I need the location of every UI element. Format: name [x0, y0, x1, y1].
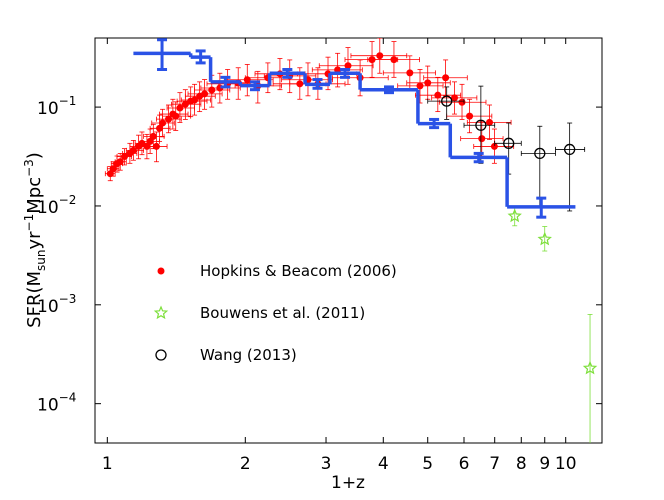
data-layer: [104, 38, 598, 443]
y-axis-label-part: ): [24, 152, 45, 159]
x-axis-label: 1+z: [331, 473, 365, 493]
y-axis-label-part: sun: [34, 250, 48, 271]
y-tick-exponent: −1: [59, 94, 77, 108]
y-tick-base: 10: [37, 396, 59, 416]
y-axis-label-part: −1: [22, 214, 36, 232]
x-tick-label: 8: [516, 454, 527, 474]
legend-marker: [157, 267, 165, 275]
x-tick-label: 6: [459, 454, 470, 474]
x-tick-label: 7: [489, 454, 500, 474]
y-axis-label-part: SFR(M: [24, 271, 45, 328]
data-point: [406, 69, 414, 77]
data-point: [450, 94, 458, 102]
data-point: [441, 95, 453, 107]
data-point: [434, 91, 442, 99]
data-point: [563, 143, 576, 156]
y-tick-exponent: −4: [59, 391, 77, 405]
data-point: [344, 62, 352, 70]
data-point: [416, 82, 424, 90]
x-tick-label: 3: [321, 454, 332, 474]
x-tick-label: 2: [240, 454, 251, 474]
legend-marker: [155, 349, 167, 361]
data-point: [458, 98, 466, 106]
y-tick-label: 10−1: [37, 94, 76, 119]
y-tick-exponent: −3: [59, 292, 77, 306]
data-point: [582, 360, 598, 375]
plot-frame: [94, 37, 603, 444]
data-point: [243, 76, 251, 84]
y-tick-exponent: −2: [59, 193, 77, 207]
legend-label: Wang (2013): [200, 346, 297, 364]
y-tick-label: 10−3: [37, 292, 76, 317]
data-point: [466, 112, 474, 120]
data-point: [475, 119, 487, 131]
data-point: [159, 119, 167, 127]
data-point: [146, 137, 154, 145]
x-tick-label: 10: [555, 454, 577, 474]
y-axis-label-part: Mpc: [24, 177, 45, 214]
x-tick-label: 1: [102, 454, 113, 474]
y-tick-base: 10: [37, 297, 59, 317]
data-point: [165, 115, 173, 123]
data-point: [191, 96, 199, 104]
data-point: [478, 135, 486, 143]
data-point: [507, 208, 522, 223]
y-tick-label: 10−2: [37, 193, 76, 218]
data-point: [201, 90, 209, 98]
data-point: [172, 112, 180, 120]
data-point: [149, 132, 157, 140]
data-point: [424, 79, 432, 87]
legend-label: Bouwens et al. (2011): [200, 304, 365, 322]
data-point: [390, 56, 398, 64]
data-point: [109, 165, 117, 173]
data-point: [442, 74, 450, 82]
data-point: [376, 52, 384, 60]
legend-marker: [153, 305, 169, 320]
y-axis-label: SFR(Msunyr−1Mpc−3): [22, 152, 48, 328]
y-tick-base: 10: [37, 99, 59, 119]
data-point: [503, 137, 515, 149]
data-point: [129, 146, 137, 154]
data-point: [152, 142, 160, 150]
data-point: [534, 147, 546, 160]
y-tick-label: 10−4: [37, 391, 76, 416]
data-point: [490, 142, 498, 150]
data-point: [181, 100, 189, 108]
data-point: [208, 86, 216, 94]
data-point: [116, 158, 124, 166]
y-axis-label-part: yr: [24, 231, 45, 250]
data-point: [537, 231, 552, 246]
legend-label: Hopkins & Beacom (2006): [200, 262, 397, 280]
data-point: [176, 104, 184, 112]
y-axis-label-part: −3: [22, 159, 36, 177]
data-point: [486, 118, 494, 126]
y-tick-base: 10: [37, 198, 59, 218]
x-tick-label: 5: [422, 454, 433, 474]
x-tick-label: 9: [539, 454, 550, 474]
data-point: [156, 124, 164, 132]
x-tick-label: 4: [378, 454, 389, 474]
